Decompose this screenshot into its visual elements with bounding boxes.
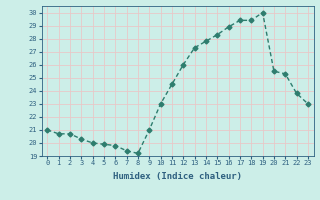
X-axis label: Humidex (Indice chaleur): Humidex (Indice chaleur) <box>113 172 242 181</box>
